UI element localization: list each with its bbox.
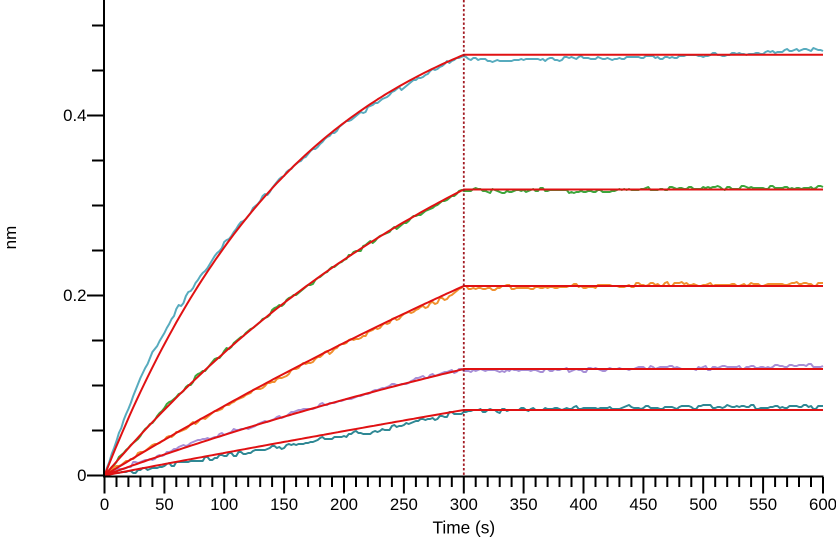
svg-text:100: 100 [210,495,238,514]
svg-text:400: 400 [570,495,598,514]
svg-text:500: 500 [689,495,717,514]
svg-text:0: 0 [100,495,109,514]
svg-text:600: 600 [809,495,836,514]
svg-text:450: 450 [629,495,657,514]
svg-text:550: 550 [749,495,777,514]
svg-text:350: 350 [510,495,538,514]
svg-text:0: 0 [77,466,86,485]
svg-text:150: 150 [270,495,298,514]
svg-text:0.2: 0.2 [63,286,86,305]
svg-text:300: 300 [450,495,478,514]
svg-text:nm: nm [1,226,20,250]
svg-text:50: 50 [155,495,174,514]
svg-text:200: 200 [330,495,358,514]
svg-text:250: 250 [390,495,418,514]
svg-text:0.4: 0.4 [63,106,86,125]
svg-text:Time (s): Time (s) [432,518,495,538]
